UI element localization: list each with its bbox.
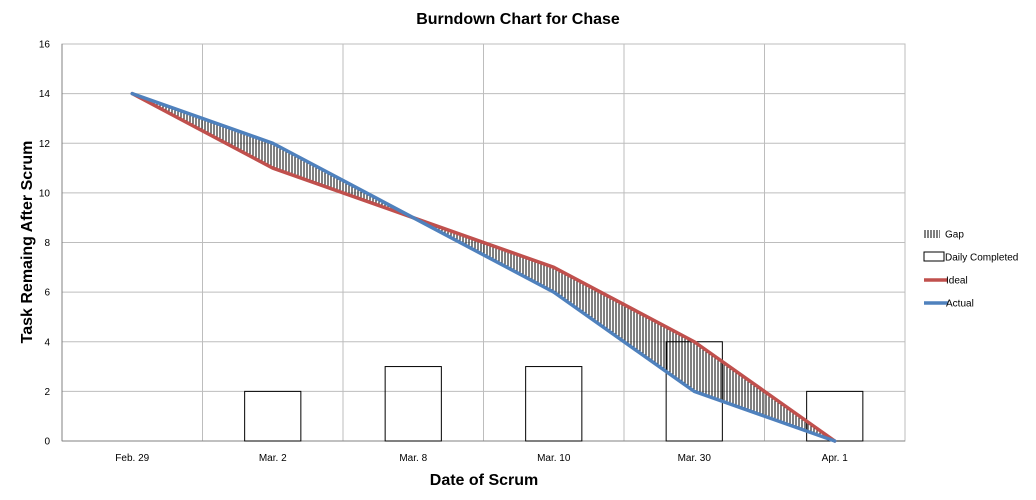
y-tick-label: 8 [44,238,50,249]
y-axis-title: Task Remaing After Scrum [19,141,36,344]
x-tick-label: Mar. 30 [678,453,712,464]
y-tick-label: 10 [39,188,51,199]
x-tick-label: Feb. 29 [115,453,149,464]
daily-completed-legend-swatch [923,251,945,262]
ideal-series-line [130,91,837,443]
chart-title: Burndown Chart for Chase [416,11,620,28]
legend-item: Ideal [924,276,968,287]
daily-completed-bar [384,366,442,442]
daily-completed-bar [244,390,302,442]
x-tick-label: Mar. 10 [537,453,571,464]
actual-series-line [130,91,837,443]
daily-completed-bar [525,366,583,442]
gap-legend-swatch [924,230,940,238]
legend-label: Ideal [946,276,968,287]
y-tick-label: 14 [39,89,51,100]
legend: Gap Daily Completed Ideal Actual [923,230,1018,310]
legend-label: Gap [945,230,964,241]
y-tick-labels: 0 2 4 6 8 10 12 14 16 [39,40,51,448]
legend-label: Daily Completed [945,253,1018,264]
legend-item: Gap [924,230,964,241]
legend-label: Actual [946,299,974,310]
x-tick-label: Mar. 2 [259,453,287,464]
y-tick-label: 16 [39,40,51,51]
x-tick-label: Mar. 8 [399,453,427,464]
x-tick-labels: Feb. 29 Mar. 2 Mar. 8 Mar. 10 Mar. 30 Apr. 1 [115,453,848,464]
x-tick-label: Apr. 1 [822,453,849,464]
series-lines [130,91,837,443]
y-tick-label: 2 [44,387,50,398]
legend-item: Actual [924,299,974,310]
y-tick-label: 12 [39,139,51,150]
y-tick-label: 0 [44,437,50,448]
y-tick-label: 4 [44,337,50,348]
y-tick-label: 6 [44,288,50,299]
legend-item: Daily Completed [923,251,1018,264]
x-axis-title: Date of Scrum [430,472,538,489]
